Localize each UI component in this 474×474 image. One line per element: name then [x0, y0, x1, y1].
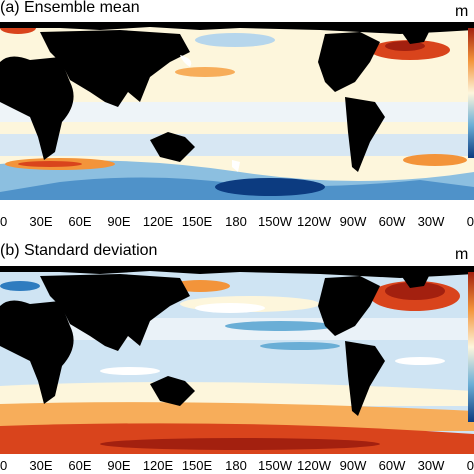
white-patches [100, 303, 445, 375]
longitude-tick-label: 150E [181, 458, 213, 473]
longitude-tick-label: 90E [107, 214, 131, 229]
longitude-tick-label: 180 [225, 458, 247, 473]
longitude-tick-label: 30W [417, 458, 445, 473]
longitude-tick-label: 120W [297, 458, 331, 473]
south-atlantic-orange [403, 154, 467, 166]
longitude-tick-label: 120W [297, 214, 331, 229]
land [0, 22, 474, 172]
longitude-tick-label: 60W [378, 214, 406, 229]
n-atlantic-deepred [385, 282, 445, 300]
longitude-tick-label: 60E [68, 458, 92, 473]
panel-b-colorbar [468, 272, 474, 422]
longitude-tick-label: 0 [466, 214, 474, 229]
longitude-tick-label: 30W [417, 214, 445, 229]
equatorial-blue [260, 342, 340, 350]
north-pacific-blue [195, 33, 275, 47]
longitude-tick-label: 0 [466, 458, 474, 473]
southern-deepred [100, 438, 380, 450]
longitude-tick-label: 0 [0, 214, 8, 229]
panel-a-title: (a) Ensemble mean [0, 0, 140, 16]
southern-ocean-darkblue [215, 178, 325, 196]
longitude-tick-label: 150E [181, 214, 213, 229]
longitude-tick-label: 150W [258, 214, 292, 229]
land [0, 266, 474, 416]
panel-a-unit: m [455, 3, 469, 20]
coastal-gaps [180, 55, 240, 172]
longitude-tick-label: 90W [339, 458, 367, 473]
panel-b-title: (b) Standard deviation [0, 242, 158, 259]
south-indian-red [18, 161, 82, 167]
panel-b-unit: m [455, 246, 469, 263]
longitude-tick-label: 150W [258, 458, 292, 473]
longitude-tick-label: 90E [107, 458, 131, 473]
longitude-tick-label: 120E [142, 214, 174, 229]
longitude-tick-label: 60E [68, 214, 92, 229]
panel-a-colorbar [468, 28, 474, 158]
longitude-tick-label: 30E [29, 214, 53, 229]
north-pacific-orange [175, 67, 235, 77]
longitude-tick-label: 180 [225, 214, 247, 229]
longitude-tick-label: 120E [142, 458, 174, 473]
arctic-blue [0, 281, 40, 291]
n-pacific-blue [225, 321, 335, 331]
panel-b-map [0, 266, 474, 454]
panel-a-map [0, 22, 474, 200]
longitude-tick-label: 60W [378, 458, 406, 473]
north-atlantic-deepred [385, 41, 425, 51]
longitude-tick-label: 0 [0, 458, 8, 473]
southern-light-band [0, 134, 474, 156]
longitude-tick-label: 90W [339, 214, 367, 229]
longitude-tick-label: 30E [29, 458, 53, 473]
